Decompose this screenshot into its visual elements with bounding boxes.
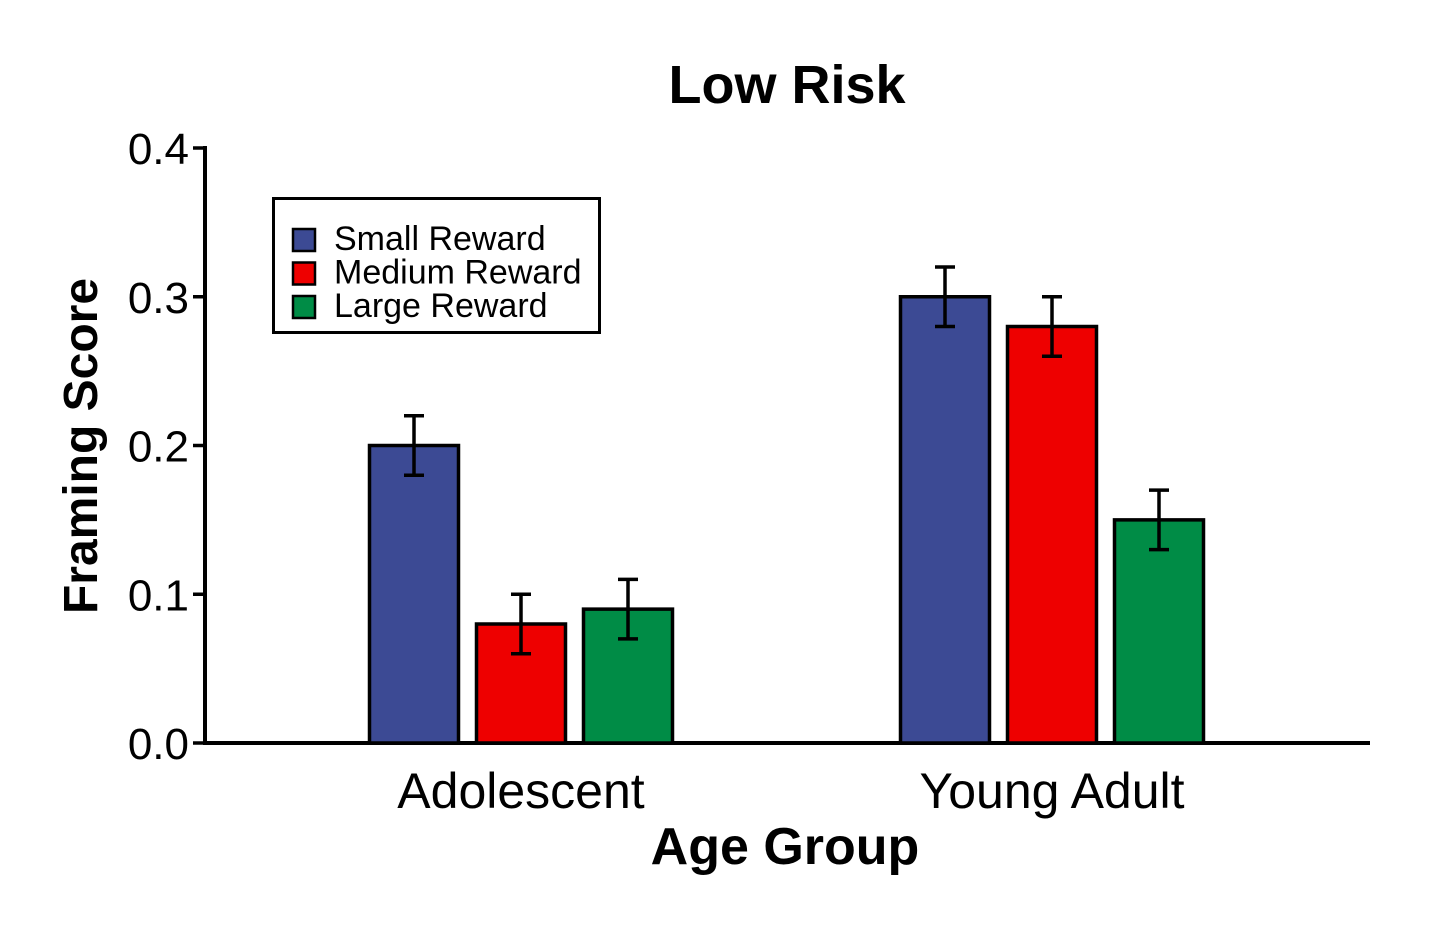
x-category-label-adolescent: Adolescent xyxy=(397,763,644,819)
y-tick-label: 0.0 xyxy=(128,720,189,769)
legend-swatch-medium-reward xyxy=(291,261,317,286)
y-tick-label: 0.1 xyxy=(128,571,189,620)
legend-label-small-reward: Small Reward xyxy=(334,220,546,258)
legend-box xyxy=(272,197,601,334)
x-category-label-young-adult: Young Adult xyxy=(919,763,1184,819)
bar-young-adult-large-reward xyxy=(1112,518,1206,745)
x-axis-title: Age Group xyxy=(651,818,920,876)
legend-label-medium-reward: Medium Reward xyxy=(334,254,582,292)
bar-young-adult-small-reward xyxy=(898,295,992,745)
y-tick-label: 0.4 xyxy=(128,125,189,174)
error-bars xyxy=(404,265,1169,656)
bar-adolescent-small-reward xyxy=(367,443,461,745)
y-tick-label: 0.2 xyxy=(128,423,189,472)
bars xyxy=(367,295,1206,745)
y-tick-label: 0.3 xyxy=(128,274,189,323)
y-axis-title: Framing Score xyxy=(55,278,108,614)
legend-swatch-large-reward xyxy=(291,294,317,320)
chart-title: Low Risk xyxy=(668,55,906,115)
legend-label-large-reward: Large Reward xyxy=(334,287,548,325)
legend-swatch-small-reward xyxy=(291,227,317,253)
category-labels: Adolescent Young Adult xyxy=(397,763,1184,819)
bar-young-adult-medium-reward xyxy=(1005,324,1099,745)
